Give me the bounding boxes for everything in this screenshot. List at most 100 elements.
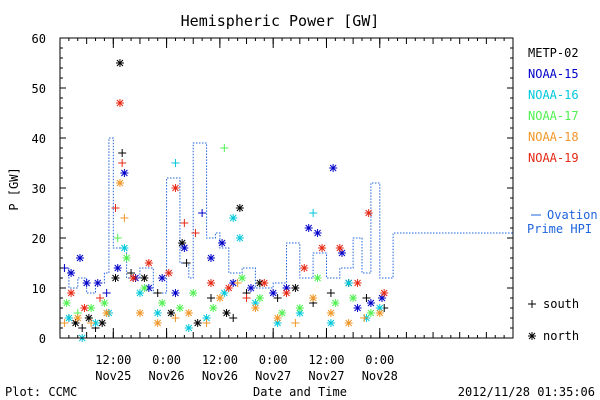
data-point-north (75, 254, 84, 262)
data-point-north (313, 274, 322, 282)
x-tick-date-label: Nov27 (255, 369, 291, 383)
y-axis-ticks: 0 10 20 30 40 50 60 (32, 32, 513, 346)
x-tick-date-label: Nov26 (149, 369, 185, 383)
data-point-north (331, 299, 340, 307)
legend-entry-metp-02: METP-02 (528, 46, 579, 60)
data-point-north (353, 304, 362, 312)
data-point-north (366, 299, 375, 307)
data-point-south (120, 214, 129, 222)
x-axis-ticks: 12:00 Nov25 0:00 Nov26 12:00 Nov26 0:00 Nov27 12… (59, 38, 514, 383)
x-tick-time-label: 0:00 (365, 353, 394, 367)
data-point-north (269, 289, 278, 297)
data-point-north (115, 59, 124, 67)
data-point-north (67, 289, 76, 297)
data-point-north (144, 259, 153, 267)
ovation-step-line (60, 137, 513, 294)
timestamp: 2012/11/28 01:35:06 (458, 385, 595, 399)
data-point-north (122, 254, 131, 262)
data-point-north (102, 309, 111, 317)
plot-credit: Plot: CCMC (5, 385, 77, 399)
chart-title: Hemispheric Power [GW] (181, 12, 380, 30)
data-point-north (260, 279, 269, 287)
data-point-north (344, 279, 353, 287)
data-point-south (207, 294, 215, 302)
data-point-south (78, 324, 87, 332)
data-point-north (64, 314, 73, 322)
legend-entry-noaa-16: NOAA-16 (528, 88, 579, 102)
data-point-north (295, 309, 304, 317)
data-point-north (115, 99, 124, 107)
data-point-north (209, 304, 218, 312)
data-point-north (129, 274, 138, 282)
data-point-north (120, 244, 129, 252)
data-point-south (362, 294, 371, 302)
data-point-north (189, 289, 198, 297)
x-axis-label: Date and Time (253, 385, 347, 399)
plot-area: 0 10 20 30 40 50 60 12:00 Nov25 0:00 Nov26 12:00 No… (32, 32, 514, 383)
y-tick-label: 20 (32, 232, 46, 246)
data-point-north (344, 319, 353, 327)
data-point-north (135, 309, 144, 317)
data-point-north (140, 284, 149, 292)
data-point-south (273, 294, 282, 302)
marker-legend: south north (528, 297, 579, 343)
data-point-north (82, 279, 91, 287)
data-point-south (118, 159, 127, 167)
data-point-south (182, 259, 191, 267)
y-tick-label: 50 (32, 82, 46, 96)
data-point-north (153, 319, 162, 327)
data-point-north (140, 274, 149, 282)
data-point-north (353, 279, 362, 287)
data-point-south (360, 314, 369, 322)
legend-entry-noaa-15: NOAA-15 (528, 67, 579, 81)
data-point-south (111, 204, 120, 212)
data-point-north (180, 244, 189, 252)
data-point-south (118, 149, 127, 157)
series-noaa-17 (62, 144, 375, 317)
data-point-north (84, 314, 93, 322)
data-point-south (191, 229, 200, 237)
data-point-north (171, 289, 180, 297)
data-point-south (220, 144, 229, 152)
data-point-north (222, 309, 231, 317)
data-point-north (251, 304, 260, 312)
series-noaa-18 (60, 179, 384, 327)
data-point-south (528, 300, 536, 308)
data-point-north (113, 264, 122, 272)
data-point-north (207, 254, 215, 262)
data-point-north (380, 289, 389, 297)
x-tick-time-label: 0:00 (152, 353, 181, 367)
data-point-north (207, 279, 215, 287)
data-point-south (113, 234, 122, 242)
data-point-north (375, 309, 384, 317)
data-point-north (171, 184, 180, 192)
data-point-north (158, 274, 167, 282)
ovation-legend-label-line2: Prime HPI (527, 222, 592, 236)
x-tick-time-label: 12:00 (95, 353, 131, 367)
data-point-north (153, 309, 162, 317)
data-point-south (233, 279, 242, 287)
data-point-north (73, 314, 82, 322)
y-tick-label: 40 (32, 132, 46, 146)
data-point-north (326, 319, 335, 327)
data-point-north (282, 289, 291, 297)
data-point-south (229, 314, 238, 322)
data-point-north (304, 224, 313, 232)
data-point-south (291, 319, 300, 327)
legend-entry-noaa-17: NOAA-17 (528, 109, 579, 123)
data-point-north (273, 319, 282, 327)
data-point-south (87, 319, 96, 327)
y-tick-label: 10 (32, 282, 46, 296)
data-point-north (313, 229, 322, 237)
data-point-north (184, 309, 193, 317)
y-tick-label: 30 (32, 182, 46, 196)
data-point-north (229, 214, 238, 222)
x-tick-date-label: Nov26 (202, 369, 238, 383)
series-noaa-16 (64, 159, 384, 342)
x-tick-time-label: 12:00 (308, 353, 344, 367)
data-point-north (67, 269, 76, 277)
x-tick-date-label: Nov25 (95, 369, 131, 383)
data-point-north (215, 294, 224, 302)
